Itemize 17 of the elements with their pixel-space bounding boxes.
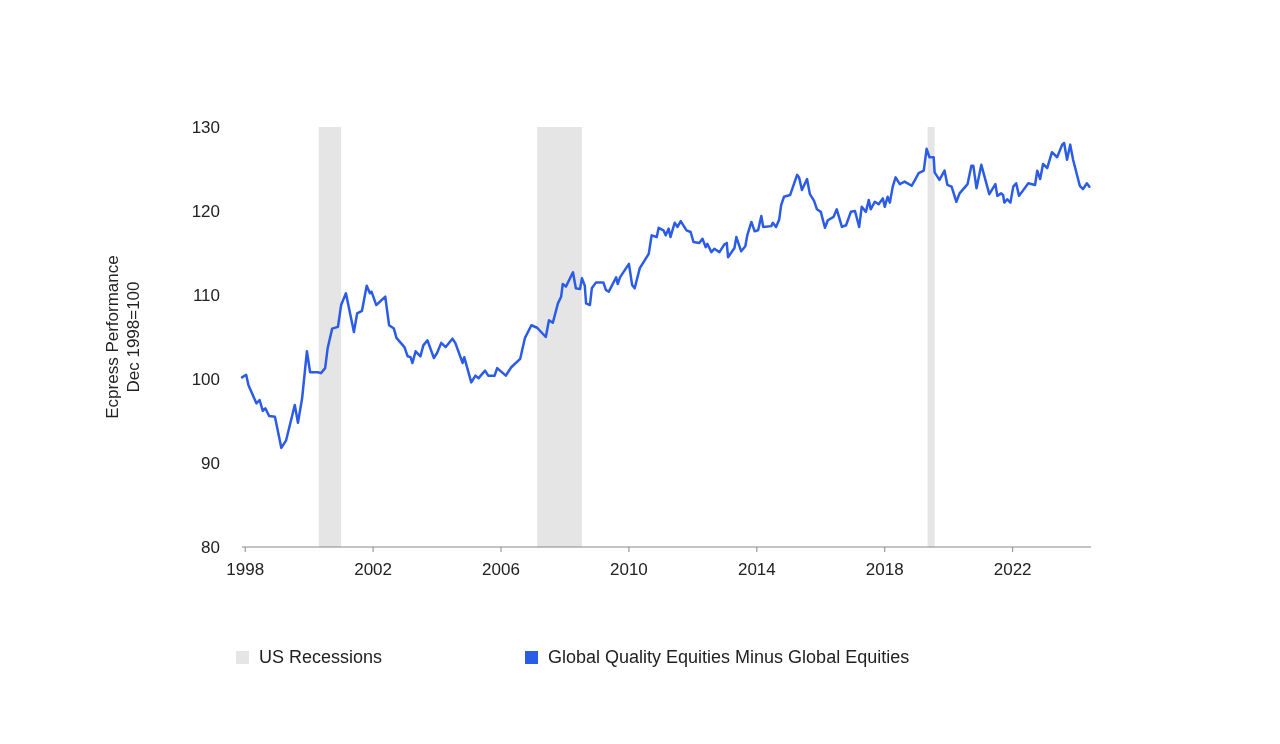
y-tick-label: 80: [201, 537, 220, 557]
x-tick-label: 2018: [865, 560, 904, 579]
y-tick-label: 130: [191, 117, 220, 137]
legend-label: Global Quality Equities Minus Global Equities: [548, 647, 910, 668]
x-tick-label: 2006: [482, 560, 520, 579]
line-series: [240, 141, 1091, 450]
x-tick-label: 2002: [354, 560, 393, 579]
legend-label: US Recessions: [259, 647, 383, 668]
x-tick-label: 2022: [993, 560, 1032, 579]
x-tick-label: 2014: [737, 560, 776, 579]
y-axis-title: Ecpress Performance Dec 1998=100: [103, 255, 143, 419]
y-tick-label: 90: [201, 453, 220, 473]
x-tick-label: 2010: [610, 560, 648, 579]
y-tick-label: 110: [192, 285, 220, 305]
x-tick-label: 1998: [226, 560, 265, 579]
y-tick-label: 100: [191, 369, 220, 389]
y-tick-label: 120: [191, 201, 220, 221]
